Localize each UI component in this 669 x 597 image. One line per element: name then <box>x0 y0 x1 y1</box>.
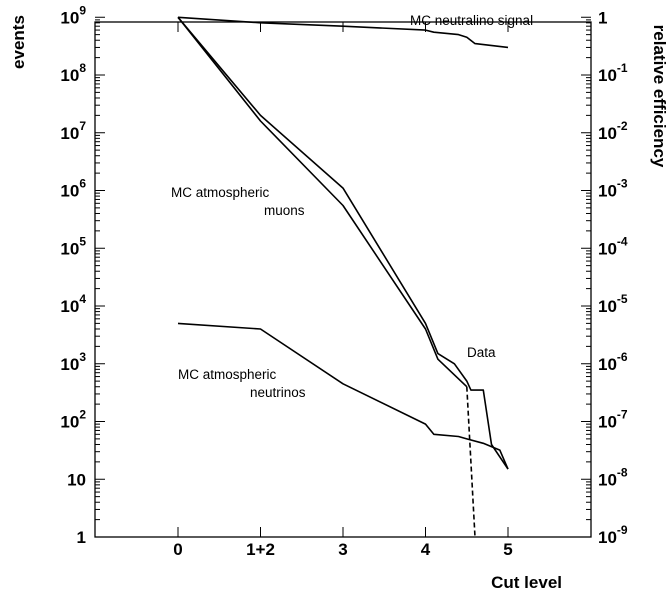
y-tick-label-left: 1 <box>77 528 86 547</box>
annotation-muons-line2: muons <box>264 203 305 218</box>
y-tick-label-left: 105 <box>60 234 86 258</box>
y-tick-label-left: 107 <box>60 119 86 143</box>
y-tick-label-right: 10-4 <box>598 234 628 258</box>
annotation-neutralino: MC neutralino signal <box>410 13 533 28</box>
annotation-data: Data <box>467 345 496 360</box>
mc-atmospheric-muons-line <box>177 16 468 388</box>
dashed-cut-line <box>466 386 476 538</box>
y-tick-label-left: 104 <box>60 292 86 316</box>
plot-frame <box>94 21 592 538</box>
annotation-muons-line1: MC atmospheric <box>171 185 270 200</box>
annotation-neutrinos-line1: MC atmospheric <box>178 367 277 382</box>
mc-atmospheric-neutrinos-line <box>177 322 509 470</box>
x-tick-label: 5 <box>503 540 512 559</box>
y-tick-label-right: 10-6 <box>598 350 628 374</box>
y-tick-label-left: 10 <box>67 470 86 489</box>
x-tick-label: 1+2 <box>246 540 275 559</box>
annotation-neutrinos-line2: neutrinos <box>250 385 306 400</box>
x-axis-label: Cut level <box>491 573 562 592</box>
y-tick-label-right: 1 <box>598 8 607 27</box>
tick-marks <box>95 16 591 538</box>
y-tick-label-right: 10-5 <box>598 292 628 316</box>
x-tick-label: 3 <box>338 540 347 559</box>
tick-labels: 109108107106105104103102101110-110-210-3… <box>60 3 628 559</box>
y-tick-label-left: 103 <box>60 350 86 374</box>
y-tick-label-left: 109 <box>60 3 86 27</box>
y-tick-label-right: 10-2 <box>598 119 628 143</box>
mc-neutralino-signal-line <box>177 16 509 49</box>
series-lines <box>177 16 509 538</box>
y-tick-label-right: 10-9 <box>598 523 628 547</box>
y-tick-label-left: 102 <box>60 408 86 432</box>
y-tick-label-left: 106 <box>60 177 86 201</box>
y-axis-label-left: events <box>9 15 28 69</box>
y-axis-label-right: relative efficiency <box>650 25 669 168</box>
x-tick-label: 0 <box>173 540 182 559</box>
x-tick-label: 4 <box>421 540 431 559</box>
y-tick-label-left: 108 <box>60 61 86 85</box>
y-tick-label-right: 10-8 <box>598 465 628 489</box>
y-tick-label-right: 10-3 <box>598 177 628 201</box>
y-tick-label-right: 10-1 <box>598 61 628 85</box>
data-line <box>177 16 509 470</box>
y-tick-label-right: 10-7 <box>598 408 628 432</box>
